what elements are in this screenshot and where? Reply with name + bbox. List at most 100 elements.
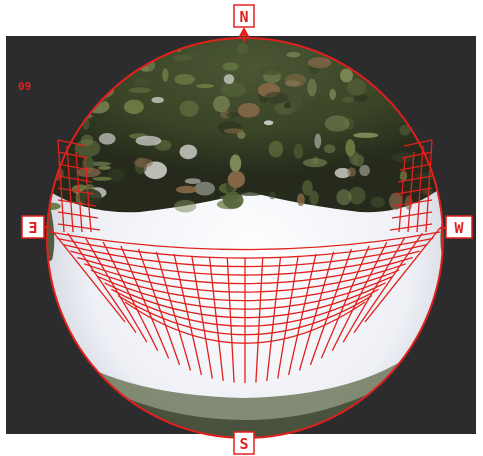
side-grid-line [57,199,97,207]
foliage-patch [213,95,230,113]
grid-meridian [137,248,181,366]
foliage-patch [47,202,61,211]
grid-meridian [331,241,388,351]
foliage-patch [297,193,305,207]
grid-meridian [298,251,335,371]
side-grid-line [425,139,433,233]
west-label: W [454,219,464,237]
foliage-patch [74,139,101,158]
foliage-patch [227,170,246,188]
south-marker: S [233,430,255,455]
foliage-patch [194,181,215,196]
grid-meridian [67,232,137,333]
grid-meridian [287,253,317,376]
foliage-patch [174,199,197,213]
grid-meridian [120,245,170,359]
north-arrow-icon [238,27,250,38]
foliage-patch [220,82,246,97]
foliage-patch [263,120,274,126]
side-grid-line [66,145,74,233]
foliage-patch [222,62,239,71]
foliage-patch [128,87,151,94]
side-grid-line [393,199,433,207]
foliage-patch [399,124,411,136]
grid-meridian [255,257,264,383]
north-marker: N [233,4,255,42]
foliage-patch [340,68,353,83]
foliage-patch [76,167,101,178]
foliage-patch [284,73,307,87]
foliage-patch [264,91,288,104]
foliage-patch [219,195,239,201]
side-grid-line [416,145,424,233]
foliage-patch [176,185,197,194]
foliage-patch [314,133,322,149]
side-grid-line [398,157,406,233]
side-grid-line [75,151,83,233]
foliage-patch [179,144,198,160]
foliage-patch [107,169,126,182]
foliage-patch [307,78,317,97]
foliage-patch [196,84,215,88]
west-marker: W [440,215,473,239]
side-grid-line [389,223,433,231]
grid-meridian [208,256,224,382]
foliage-patch [346,79,367,96]
sun-path-grid [49,227,441,383]
sun-path-overlay [46,37,444,439]
side-grid-line [391,211,433,219]
foliage-patch [134,78,149,86]
foliage-patch [289,94,302,112]
side-grid [57,139,433,233]
grid-meridian [226,257,235,383]
side-grid-line [399,163,433,171]
foliage-patch [224,128,244,134]
side-grid-line [57,223,101,231]
foliage-patch [308,57,332,69]
grid-meridian [173,253,203,376]
grid-meridian [342,237,406,343]
foliage-patch [78,188,102,205]
foliage-patch [92,176,112,181]
side-grid-line [407,151,415,233]
foliage-patch [347,167,356,177]
image-number-label: 09 [18,80,31,93]
foliage-patch [237,191,263,196]
foliage-patch [422,188,433,196]
grid-meridian [277,255,299,379]
foliage-patch [329,88,337,100]
foliage-patch [134,158,153,168]
foliage-patch [179,100,199,117]
north-label: N [239,8,248,26]
foliage-patch [286,51,301,58]
side-grid-line [57,163,91,171]
foliage-patch [370,196,385,208]
foliage-patch [269,191,276,200]
foliage-patch [353,94,368,102]
foliage-patch [302,158,328,168]
foliage-patch [348,186,366,205]
foliage-patch [98,133,116,145]
east-label: E [28,219,37,237]
foliage-patch [336,189,352,206]
foliage-patch [236,43,249,55]
foliage-patch [298,49,315,57]
side-grid-line [84,157,92,233]
foliage-patch [293,143,304,159]
foliage-patch [174,74,195,85]
grid-meridian [266,256,282,382]
east-marker: E [21,215,50,239]
foliage-patch [184,178,201,185]
foliage-patch [226,111,240,118]
foliage-patch [223,74,235,85]
foliage-patch [334,167,351,179]
foliage-patch [309,190,319,206]
foliage-patch [324,115,350,132]
foliage-patch [135,135,162,146]
foliage-patch [345,139,356,157]
grid-meridian [320,245,370,359]
side-grid-line [57,139,87,147]
grid-meridian [364,227,441,323]
foliage-patch [123,99,144,115]
